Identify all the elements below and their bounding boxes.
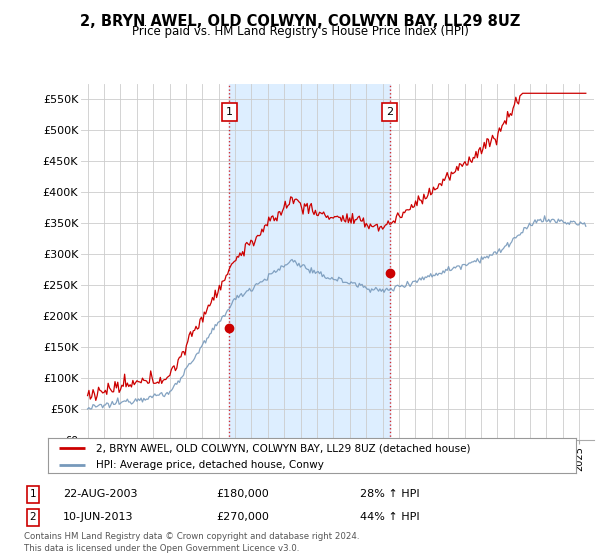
Text: £270,000: £270,000	[216, 512, 269, 522]
Text: 10-JUN-2013: 10-JUN-2013	[63, 512, 133, 522]
Bar	[229, 84, 390, 440]
Text: 44% ↑ HPI: 44% ↑ HPI	[360, 512, 419, 522]
Text: 2: 2	[386, 107, 394, 117]
Text: 1: 1	[226, 107, 233, 117]
Text: £180,000: £180,000	[216, 489, 269, 500]
Text: 2, BRYN AWEL, OLD COLWYN, COLWYN BAY, LL29 8UZ: 2, BRYN AWEL, OLD COLWYN, COLWYN BAY, LL…	[80, 14, 520, 29]
Text: 22-AUG-2003: 22-AUG-2003	[63, 489, 137, 500]
Text: Contains HM Land Registry data © Crown copyright and database right 2024.
This d: Contains HM Land Registry data © Crown c…	[24, 533, 359, 553]
Text: 28% ↑ HPI: 28% ↑ HPI	[360, 489, 419, 500]
Text: HPI: Average price, detached house, Conwy: HPI: Average price, detached house, Conw…	[95, 460, 323, 469]
Text: 1: 1	[29, 489, 37, 500]
Text: 2: 2	[29, 512, 37, 522]
Text: Price paid vs. HM Land Registry's House Price Index (HPI): Price paid vs. HM Land Registry's House …	[131, 25, 469, 38]
Text: 2, BRYN AWEL, OLD COLWYN, COLWYN BAY, LL29 8UZ (detached house): 2, BRYN AWEL, OLD COLWYN, COLWYN BAY, LL…	[95, 443, 470, 453]
